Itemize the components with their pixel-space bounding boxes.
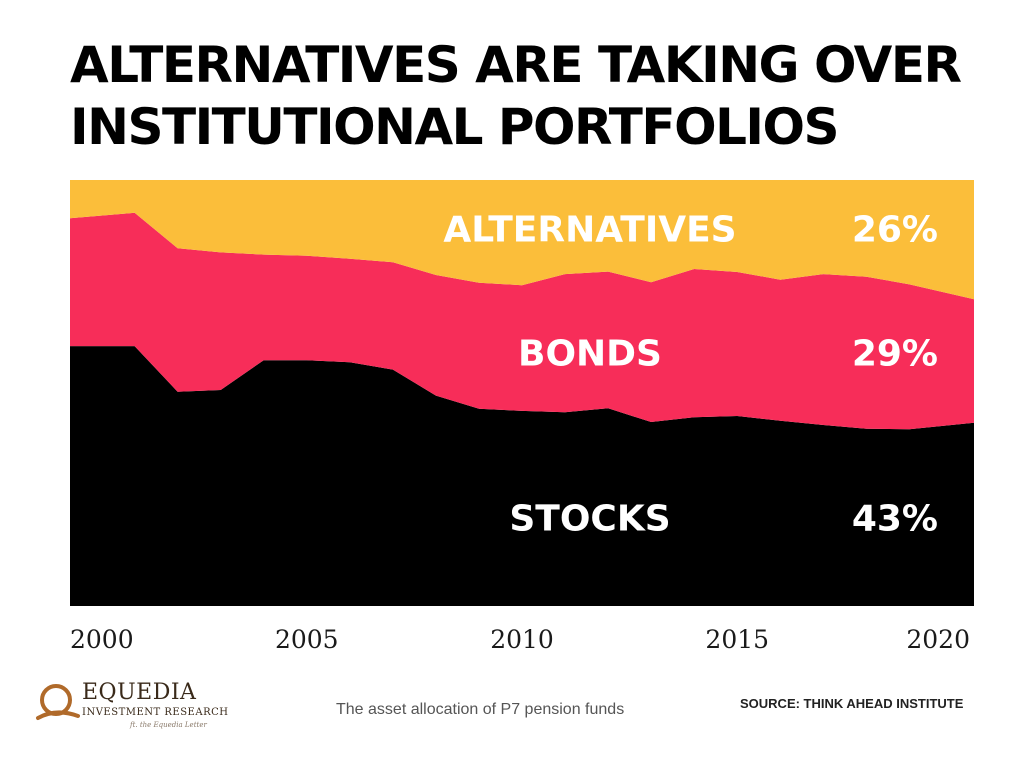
logo-subtitle: INVESTMENT RESEARCH: [82, 707, 229, 718]
x-tick-2010: 2010: [490, 625, 554, 654]
chart-caption: The asset allocation of P7 pension funds: [336, 701, 625, 718]
x-axis-ticks: 2000 2005 2010 2015 2020: [70, 625, 970, 654]
series-label-alternatives: ALTERNATIVES: [443, 209, 736, 250]
title-line-1: ALTERNATIVES ARE TAKING OVER: [70, 36, 962, 94]
x-tick-2020: 2020: [906, 625, 970, 654]
logo-mark-icon: [36, 684, 80, 720]
series-label-bonds: BONDS: [518, 334, 662, 375]
chart-title: ALTERNATIVES ARE TAKING OVER INSTITUTION…: [70, 34, 990, 158]
logo-tagline: ft. the Equedia Letter: [130, 721, 207, 729]
series-end-value-stocks: 43%: [852, 498, 938, 539]
logo-name: EQUEDIA: [82, 680, 197, 705]
x-tick-2005: 2005: [275, 625, 339, 654]
series-end-value-alternatives: 26%: [852, 209, 938, 250]
x-tick-2000: 2000: [70, 625, 134, 654]
source-note: SOURCE: THINK AHEAD INSTITUTE: [740, 696, 964, 711]
stacked-area-chart: STOCKS 43%BONDS 29%ALTERNATIVES 26% 2000 200…: [70, 180, 974, 654]
equedia-logo: EQUEDIA INVESTMENT RESEARCH ft. the Eque…: [34, 678, 234, 738]
series-labels: STOCKS 43% BONDS 29% ALTERNATIVES 26%: [443, 209, 938, 539]
series-end-value-bonds: 29%: [852, 334, 938, 375]
area-stocks: [70, 346, 974, 606]
x-tick-2015: 2015: [705, 625, 769, 654]
title-line-2: INSTITUTIONAL PORTFOLIOS: [70, 98, 840, 156]
series-label-stocks: STOCKS: [509, 498, 670, 539]
area-bonds: [70, 212, 974, 430]
area-alternatives: [70, 180, 974, 300]
area-layers: [70, 180, 974, 606]
